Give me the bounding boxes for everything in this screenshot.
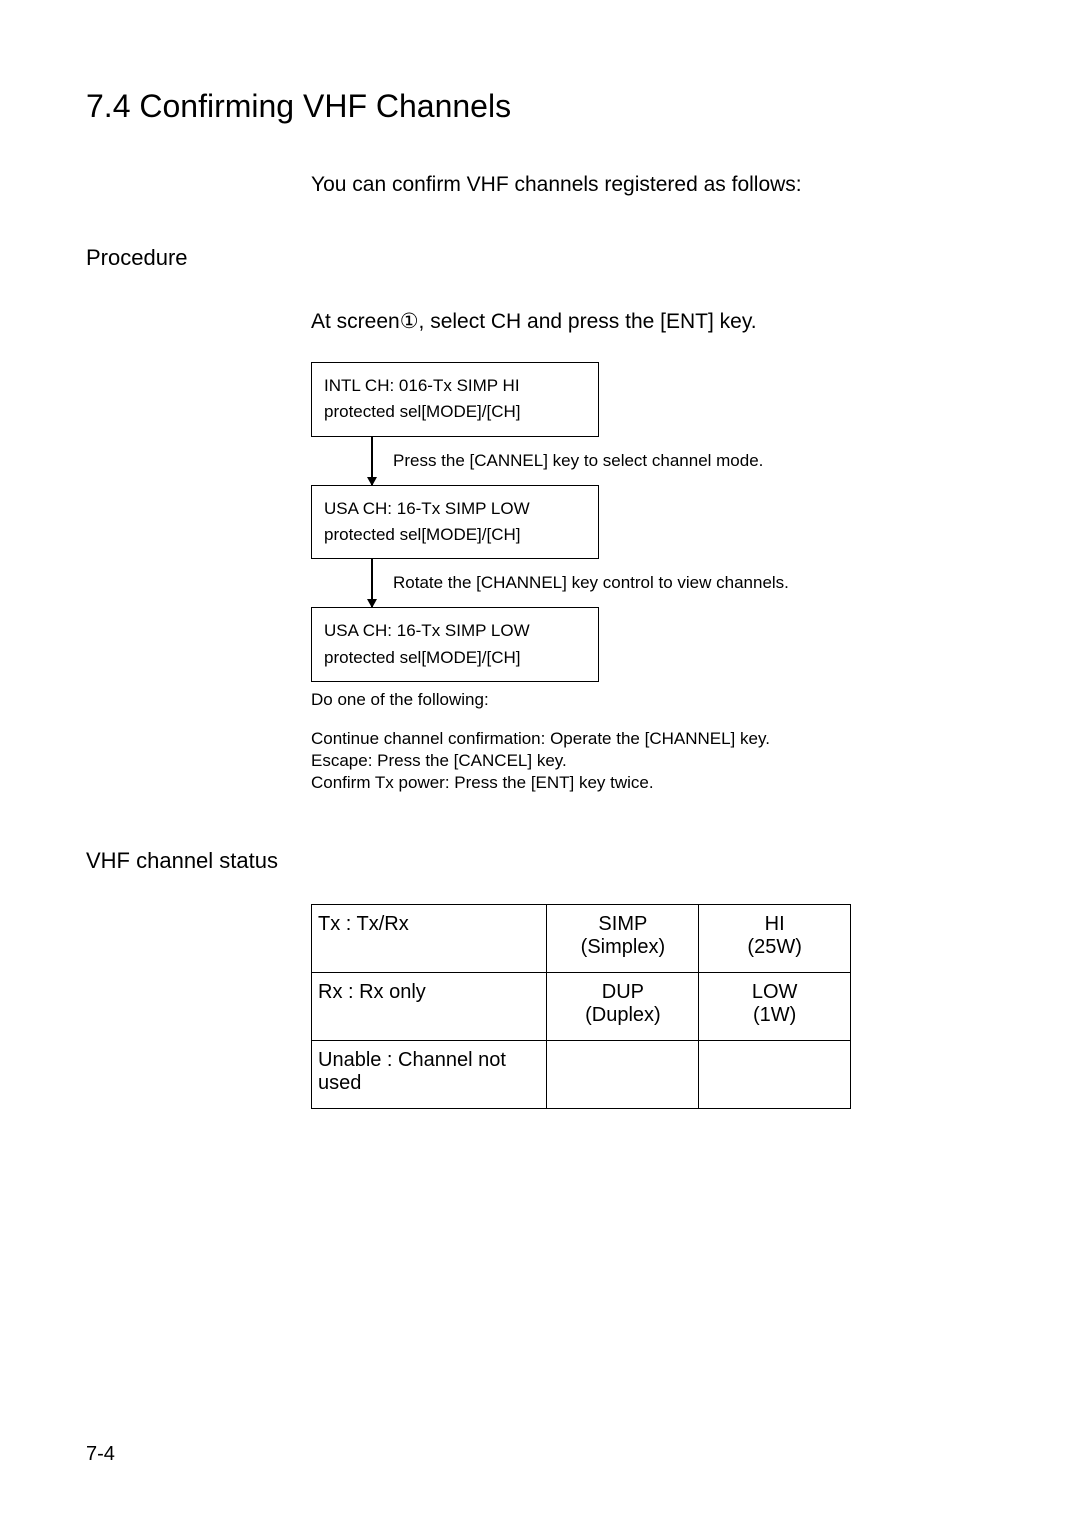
screen-box-2: USA CH: 16-Tx SIMP LOW protected sel[MOD… [311, 485, 599, 560]
table-cell: Unable : Channel not used [312, 1041, 547, 1109]
table-cell: DUP (Duplex) [547, 973, 699, 1041]
table-row: Rx : Rx only DUP (Duplex) LOW (1W) [312, 973, 851, 1041]
page-title: 7.4 Confirming VHF Channels [86, 88, 994, 125]
screen-box-2-line2: protected sel[MODE]/[CH] [324, 522, 586, 548]
cell-line: (Simplex) [551, 936, 694, 959]
table-cell: HI (25W) [699, 905, 851, 973]
screen-box-3: USA CH: 16-Tx SIMP LOW protected sel[MOD… [311, 607, 599, 682]
followup-line-2: Escape: Press the [CANCEL] key. [311, 750, 851, 772]
screen-box-1-line1: INTL CH: 016-Tx SIMP HI [324, 373, 586, 399]
cell-line: LOW [703, 981, 846, 1004]
cell-line: (Duplex) [551, 1004, 694, 1027]
procedure-label: Procedure [86, 245, 994, 271]
flow-connector-1-label: Press the [CANNEL] key to select channel… [393, 451, 763, 471]
flow-connector-1: Press the [CANNEL] key to select channel… [371, 437, 994, 485]
table-row: Tx : Tx/Rx SIMP (Simplex) HI (25W) [312, 905, 851, 973]
cell-line: DUP [551, 981, 694, 1004]
table-cell [547, 1041, 699, 1109]
cell-line: (1W) [703, 1004, 846, 1027]
procedure-step: At screen①, select CH and press the [ENT… [311, 309, 994, 334]
cell-line: (25W) [703, 936, 846, 959]
table-cell: SIMP (Simplex) [547, 905, 699, 973]
followup-lead: Do one of the following: [311, 690, 851, 710]
screen-box-3-line2: protected sel[MODE]/[CH] [324, 645, 586, 671]
cell-line: HI [703, 913, 846, 936]
table-cell: Rx : Rx only [312, 973, 547, 1041]
intro-text: You can confirm VHF channels registered … [311, 173, 994, 197]
table-cell: Tx : Tx/Rx [312, 905, 547, 973]
screen-box-1-line2: protected sel[MODE]/[CH] [324, 399, 586, 425]
page-number: 7-4 [86, 1443, 115, 1466]
followup-line-3: Confirm Tx power: Press the [ENT] key tw… [311, 772, 851, 794]
flowchart: INTL CH: 016-Tx SIMP HI protected sel[MO… [311, 362, 994, 682]
followup-block: Do one of the following: Continue channe… [311, 690, 851, 794]
table-cell [699, 1041, 851, 1109]
status-table: Tx : Tx/Rx SIMP (Simplex) HI (25W) Rx : … [311, 904, 851, 1109]
cell-line: SIMP [551, 913, 694, 936]
table-cell: LOW (1W) [699, 973, 851, 1041]
table-row: Unable : Channel not used [312, 1041, 851, 1109]
flow-connector-2-label: Rotate the [CHANNEL] key control to view… [393, 573, 789, 593]
screen-box-2-line1: USA CH: 16-Tx SIMP LOW [324, 496, 586, 522]
screen-box-1: INTL CH: 016-Tx SIMP HI protected sel[MO… [311, 362, 599, 437]
flow-connector-2: Rotate the [CHANNEL] key control to view… [371, 559, 994, 607]
followup-line-1: Continue channel confirmation: Operate t… [311, 728, 851, 750]
status-label: VHF channel status [86, 848, 994, 874]
screen-box-3-line1: USA CH: 16-Tx SIMP LOW [324, 618, 586, 644]
